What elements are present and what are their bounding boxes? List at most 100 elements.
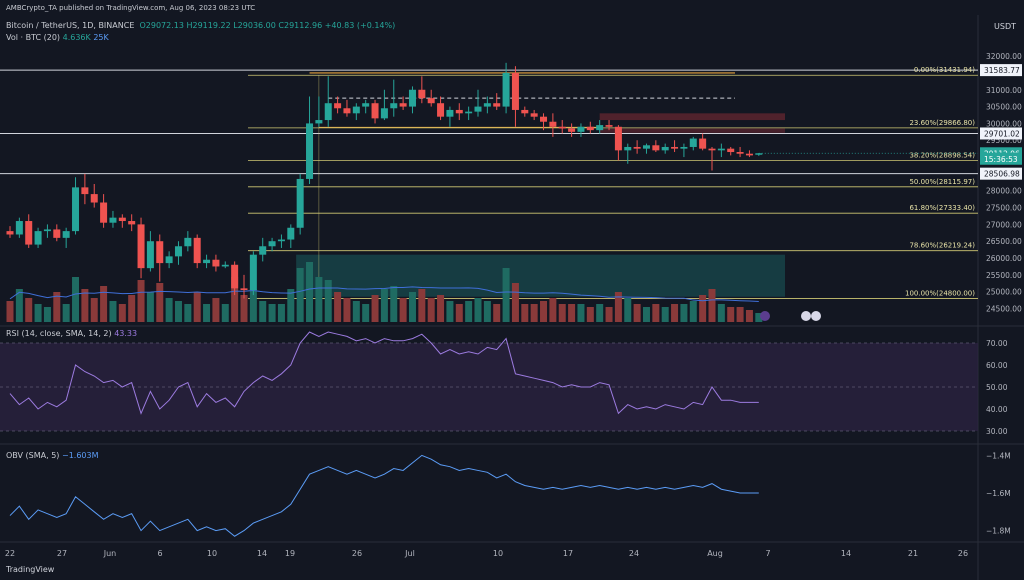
x-tick-label: 6 (157, 549, 162, 558)
volume-bar (165, 298, 173, 322)
candle-body (755, 153, 763, 155)
volume-bar (558, 304, 566, 322)
price-label-text: 31583.77 (984, 66, 1020, 75)
volume-bar (352, 301, 360, 322)
fib-level-label: 100.00%(24800.00) (905, 289, 975, 297)
candle-body (455, 109, 463, 114)
volume-bar (511, 283, 519, 322)
volume-bar (277, 304, 285, 322)
candle-body (605, 125, 613, 127)
tradingview-logo: TradingView (6, 565, 55, 574)
volume-bar (137, 280, 145, 322)
volume-bar (174, 301, 182, 322)
demand-zone (296, 254, 785, 297)
volume-bar (474, 298, 482, 322)
candle-body (100, 202, 108, 223)
volume-bar (249, 289, 257, 322)
candle-body (642, 145, 650, 149)
x-tick-label: 24 (629, 549, 639, 558)
volume-bar (371, 295, 379, 322)
candle-body (334, 103, 342, 109)
y-tick-label: 30500.00 (986, 103, 1022, 112)
price-label-box (980, 167, 1022, 180)
volume-bar (689, 301, 697, 322)
volume-bar (446, 301, 454, 322)
volume-bar (399, 298, 407, 322)
x-tick-label: 21 (908, 549, 918, 558)
candle-body (53, 229, 61, 238)
volume-value: 4.636K (62, 33, 91, 42)
volume-bar (727, 307, 735, 322)
ohlc-low: L29036.00 (233, 21, 276, 30)
candle-body (203, 259, 211, 264)
volume-bar (343, 298, 351, 322)
candle-body (25, 221, 33, 245)
volume-bar (296, 268, 304, 322)
volume-bar (184, 304, 192, 322)
candle-body (568, 128, 576, 132)
x-tick-label: 27 (57, 549, 67, 558)
candle-body (315, 120, 323, 124)
volume-bar (259, 301, 267, 322)
volume-bar (502, 268, 510, 322)
ohlc-close: C29112.96 (278, 21, 323, 30)
candle-body (465, 111, 473, 114)
candle-body (362, 103, 370, 107)
y-tick-label: 25000.00 (986, 288, 1022, 297)
y-tick-label: 26000.00 (986, 254, 1022, 263)
candle-body (174, 246, 182, 257)
candle-body (352, 106, 360, 114)
volume-bar (755, 313, 763, 322)
candle-body (427, 98, 435, 104)
obv-tick-label: −1.6M (986, 489, 1011, 498)
candle-body (277, 239, 285, 242)
rsi-line (9, 331, 759, 415)
volume-bar (427, 298, 435, 322)
candle-body (418, 89, 426, 99)
volume-bar (390, 286, 398, 322)
volume-bar (586, 307, 594, 322)
volume-bar (455, 304, 463, 322)
volume-bar (72, 277, 80, 322)
volume-bar (652, 304, 660, 322)
volume-bar (212, 298, 220, 322)
candle-body (633, 146, 641, 149)
candle-body (727, 148, 735, 153)
candle-body (661, 146, 669, 151)
candle-body (306, 123, 314, 179)
x-tick-label: Aug (707, 549, 723, 558)
candle-body (221, 264, 229, 267)
volume-bar (418, 289, 426, 322)
rsi-tick-label: 70.00 (986, 339, 1008, 348)
volume-bar (540, 301, 548, 322)
candle-body (483, 103, 491, 107)
volume-bar (43, 307, 51, 322)
volume-bar (661, 307, 669, 322)
x-tick-label: 17 (563, 549, 573, 558)
candle-body (689, 138, 697, 147)
publish-info: AMBCrypto_TA published on TradingView.co… (6, 4, 256, 12)
volume-bar (90, 298, 98, 322)
volume-bar (81, 289, 89, 322)
candle-body (577, 126, 585, 132)
candle-body (699, 138, 707, 149)
y-tick-label: 30000.00 (986, 119, 1022, 128)
volume-bar (25, 298, 33, 322)
fib-level-label: 23.60%(29866.80) (909, 119, 975, 127)
candle-body (240, 288, 248, 291)
x-tick-label: Jun (103, 549, 117, 558)
supply-zone (599, 113, 785, 121)
candle-body (259, 246, 267, 255)
candle-body (596, 125, 604, 131)
candle-body (212, 259, 220, 267)
volume-bar (483, 301, 491, 322)
volume-bar (6, 301, 14, 322)
y-tick-label: 31000.00 (986, 86, 1022, 95)
y-tick-label: 25500.00 (986, 271, 1022, 280)
candle-body (165, 256, 173, 264)
rsi-tick-label: 60.00 (986, 361, 1008, 370)
volume-bar (231, 277, 239, 322)
candle-body (408, 89, 416, 107)
volume-bar (193, 292, 201, 322)
